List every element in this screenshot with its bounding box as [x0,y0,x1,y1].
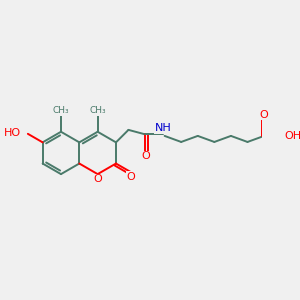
Text: CH₃: CH₃ [53,106,69,115]
Text: O: O [126,172,135,182]
Text: NH: NH [155,123,172,133]
Text: O: O [260,110,268,120]
Text: HO: HO [4,128,21,138]
Text: CH₃: CH₃ [89,106,106,115]
Text: O: O [141,152,150,161]
Text: OH: OH [285,131,300,141]
Text: O: O [93,174,102,184]
